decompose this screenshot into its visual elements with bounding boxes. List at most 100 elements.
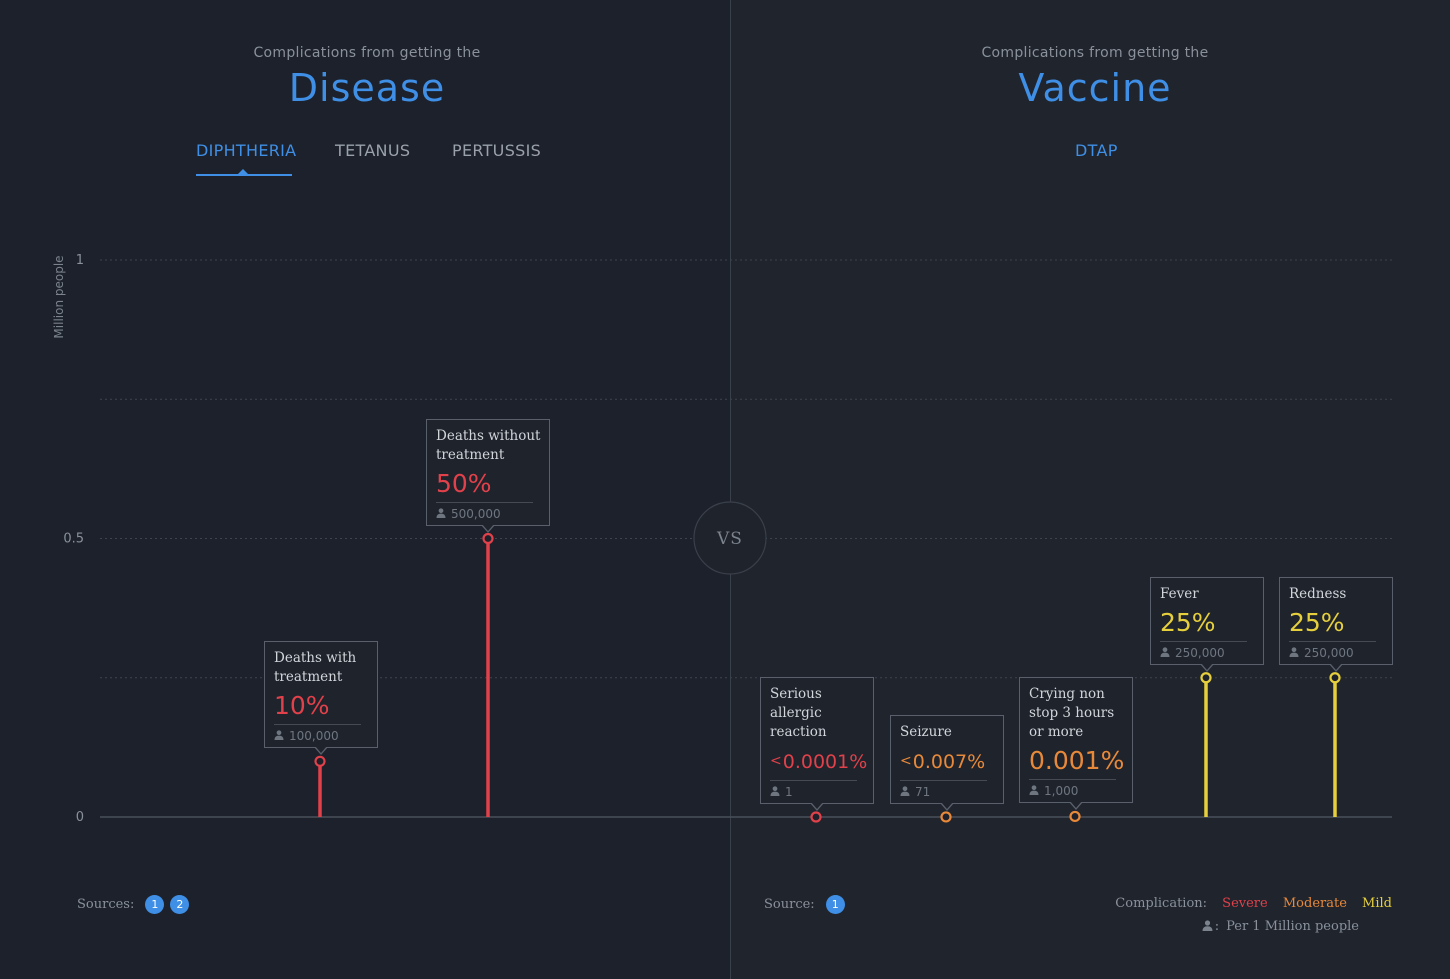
callout-label: Seizure <box>900 723 952 740</box>
person-icon <box>1289 647 1299 657</box>
disease-sources: Sources: 1 2 <box>77 895 190 914</box>
y-axis-label: Million people <box>52 255 66 338</box>
callout-percent-value: 50% <box>436 468 492 498</box>
legend-severe: Severe <box>1222 896 1268 911</box>
less-than-symbol: < <box>900 752 912 769</box>
person-icon <box>1029 785 1039 796</box>
lollipop-mark[interactable] <box>1200 672 1212 817</box>
callout-percent: <0.0001% <box>770 744 867 779</box>
lollipop-dot[interactable] <box>314 755 326 767</box>
lollipop-dot[interactable] <box>1069 810 1081 823</box>
callout-count-value: 1,000 <box>1044 784 1079 799</box>
callout-label: Deaths without treatment <box>436 427 541 463</box>
callout-label: Deaths with treatment <box>274 650 357 686</box>
legend-title: Complication: <box>1115 896 1208 911</box>
callout-percent: 25% <box>1289 606 1384 640</box>
callout-separator <box>274 724 361 726</box>
person-icon <box>436 507 446 518</box>
callout-box: Deaths with treatment 10% 100,000 <box>264 641 378 756</box>
vaccine-title: Vaccine <box>1018 66 1172 110</box>
lollipop-dot[interactable] <box>810 811 822 823</box>
lollipop-dot[interactable] <box>940 811 952 823</box>
callout-separator <box>1160 640 1247 642</box>
callout-label: Fever <box>1160 585 1199 602</box>
sources-label: Sources: <box>77 897 135 912</box>
callout-separator <box>900 779 987 781</box>
source-label: Source: <box>764 897 815 912</box>
active-tab-caret <box>238 169 248 174</box>
callout-label: Redness <box>1289 585 1347 602</box>
callout-separator <box>436 501 533 503</box>
source-badge-1[interactable]: 1 <box>145 895 165 914</box>
callout-box: Crying non stop 3 hours or more 0.001% 1,0… <box>1019 677 1133 811</box>
disease-title: Disease <box>288 66 446 110</box>
vaccine-source-badge-1[interactable]: 1 <box>825 895 845 914</box>
lollipop-mark[interactable] <box>1329 672 1341 817</box>
person-icon <box>1160 647 1170 657</box>
callout-count-value: 500,000 <box>451 506 501 521</box>
callout-box: Redness 25% 250,000 <box>1279 576 1393 672</box>
callout-percent-value: 25% <box>1160 607 1216 637</box>
callout-count-value: 71 <box>915 784 931 799</box>
lollipop-mark[interactable] <box>314 755 326 817</box>
person-icon <box>274 730 284 741</box>
callout-count: 71 <box>900 781 995 803</box>
callout-count: 1,000 <box>1029 780 1124 802</box>
callout-separator <box>1289 640 1376 642</box>
center-divider <box>730 0 731 979</box>
lollipop-mark[interactable] <box>1069 810 1081 823</box>
tab-pertussis[interactable]: PERTUSSIS <box>452 141 542 160</box>
callout-separator <box>770 779 857 781</box>
vaccine-sources: Source: 1 <box>764 895 845 914</box>
callout-percent: 10% <box>274 689 369 723</box>
person-icon <box>900 786 910 796</box>
callout-box: Serious allergic reaction <0.0001% 1 <box>760 676 874 811</box>
callout-box: Seizure <0.007% 71 <box>890 714 1004 811</box>
callout-percent-value: 25% <box>1289 607 1345 637</box>
callout-percent-value: 10% <box>274 691 330 721</box>
disease-pretitle: Complications from getting the <box>253 45 481 61</box>
legend-mild: Mild <box>1362 896 1392 911</box>
callout-box: Deaths without treatment 50% 500,000 <box>426 418 550 533</box>
callout-percent: 0.001% <box>1029 744 1124 778</box>
source-badge-2[interactable]: 2 <box>170 895 190 914</box>
lollipop-dot[interactable] <box>1329 672 1341 684</box>
tab-dtap[interactable]: DTAP <box>1075 141 1118 160</box>
callout-separator <box>1029 779 1116 781</box>
callout-percent: 25% <box>1160 606 1255 640</box>
callout-percent-value: 0.007% <box>912 750 986 773</box>
vaccine-pretitle: Complications from getting the <box>981 45 1209 61</box>
tab-diphtheria[interactable]: DIPHTHERIA <box>196 141 297 160</box>
vaccine-panel <box>731 0 1450 979</box>
callout-count: 1 <box>770 781 865 803</box>
lollipop-mark[interactable] <box>810 811 822 823</box>
lollipop-dot[interactable] <box>1200 672 1212 684</box>
per-million-text: Per 1 Million people <box>1226 919 1359 934</box>
per-million-note: : Per 1 Million people <box>1202 919 1359 934</box>
callout-count-value: 250,000 <box>1175 645 1225 660</box>
person-icon <box>770 786 780 796</box>
callout-count-value: 250,000 <box>1304 645 1354 660</box>
callout-count-value: 100,000 <box>289 729 339 744</box>
callout-label: Serious allergic reaction <box>770 685 827 740</box>
lollipop-mark[interactable] <box>940 811 952 823</box>
active-tab-underline <box>196 174 292 176</box>
y-tick-label: 0 <box>76 810 84 825</box>
callout-percent-value: 0.001% <box>1029 746 1125 776</box>
callout-count: 250,000 <box>1289 642 1384 664</box>
complication-legend: Complication: Severe Moderate Mild <box>1115 896 1392 911</box>
callout-label: Crying non stop 3 hours or more <box>1029 686 1115 741</box>
callout-count: 500,000 <box>436 503 541 525</box>
tab-tetanus[interactable]: TETANUS <box>335 141 411 160</box>
callout-box: Fever 25% 250,000 <box>1150 576 1264 672</box>
callout-percent: 50% <box>436 467 541 501</box>
lollipop-dot[interactable] <box>482 532 494 545</box>
callout-count: 100,000 <box>274 725 369 747</box>
y-tick-label: 1 <box>76 253 84 268</box>
callout-count: 250,000 <box>1160 642 1255 664</box>
lollipop-mark[interactable] <box>482 532 494 817</box>
less-than-symbol: < <box>770 752 782 769</box>
person-icon <box>1202 920 1213 931</box>
callout-percent: <0.007% <box>900 744 995 779</box>
callout-count-value: 1 <box>785 784 793 799</box>
